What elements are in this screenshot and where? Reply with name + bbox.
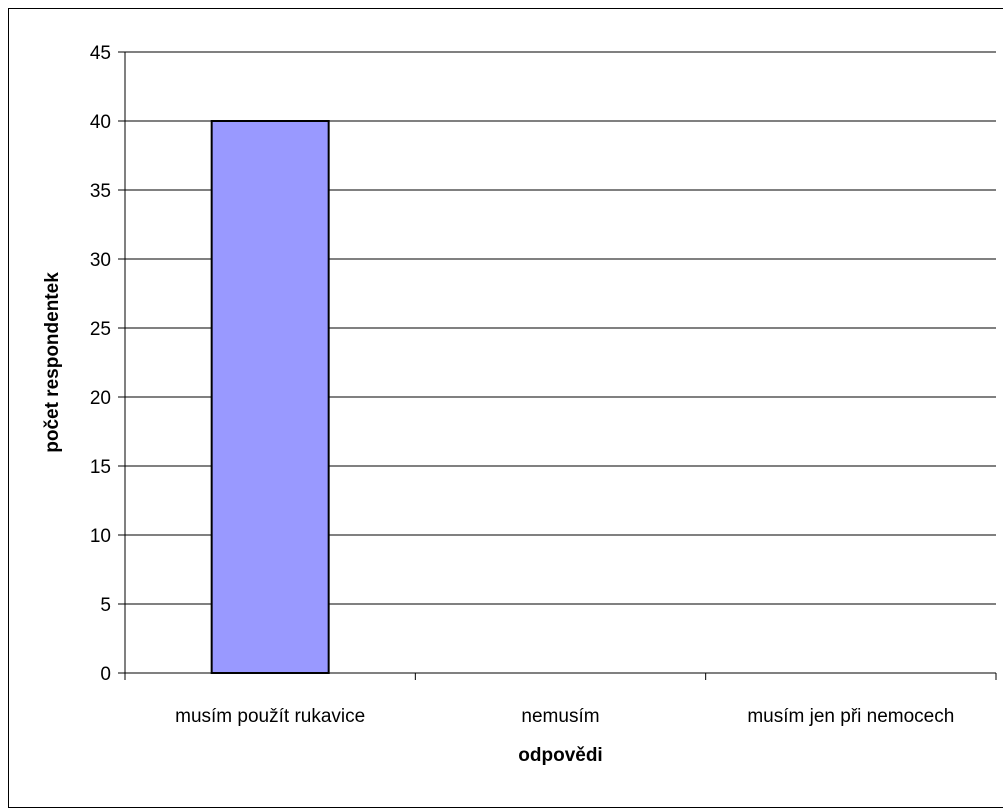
y-tick-label: 15	[90, 457, 111, 478]
y-axis-title: počet respondentek	[42, 272, 63, 453]
x-tick-label: musím jen při nemocech	[747, 706, 954, 727]
x-tick-label: nemusím	[521, 706, 599, 727]
y-tick-label: 5	[100, 595, 111, 616]
y-tick-label: 35	[90, 181, 111, 202]
y-tick-label: 25	[90, 319, 111, 340]
bars	[210, 120, 330, 674]
y-tick-label: 10	[90, 526, 111, 547]
y-tick-labels: 0 5 10 15 20 25 30 35 40 45	[90, 43, 111, 685]
x-tick-labels: musím použít rukavice nemusím musím jen př…	[175, 706, 954, 727]
bar-chart: 0 5 10 15 20 25 30 35 40 45 musím použít rukavice…	[42, 43, 997, 766]
y-tick-label: 30	[90, 250, 111, 271]
y-tick-label: 40	[90, 112, 111, 133]
y-tick-label: 20	[90, 388, 111, 409]
y-tick-label: 45	[90, 43, 111, 64]
x-axis-title: odpovědi	[518, 745, 602, 766]
bar	[210, 120, 330, 674]
x-tick-label: musím použít rukavice	[175, 706, 365, 727]
y-tick-label: 0	[100, 664, 111, 685]
axes	[118, 51, 997, 680]
chart-frame	[8, 8, 1003, 808]
